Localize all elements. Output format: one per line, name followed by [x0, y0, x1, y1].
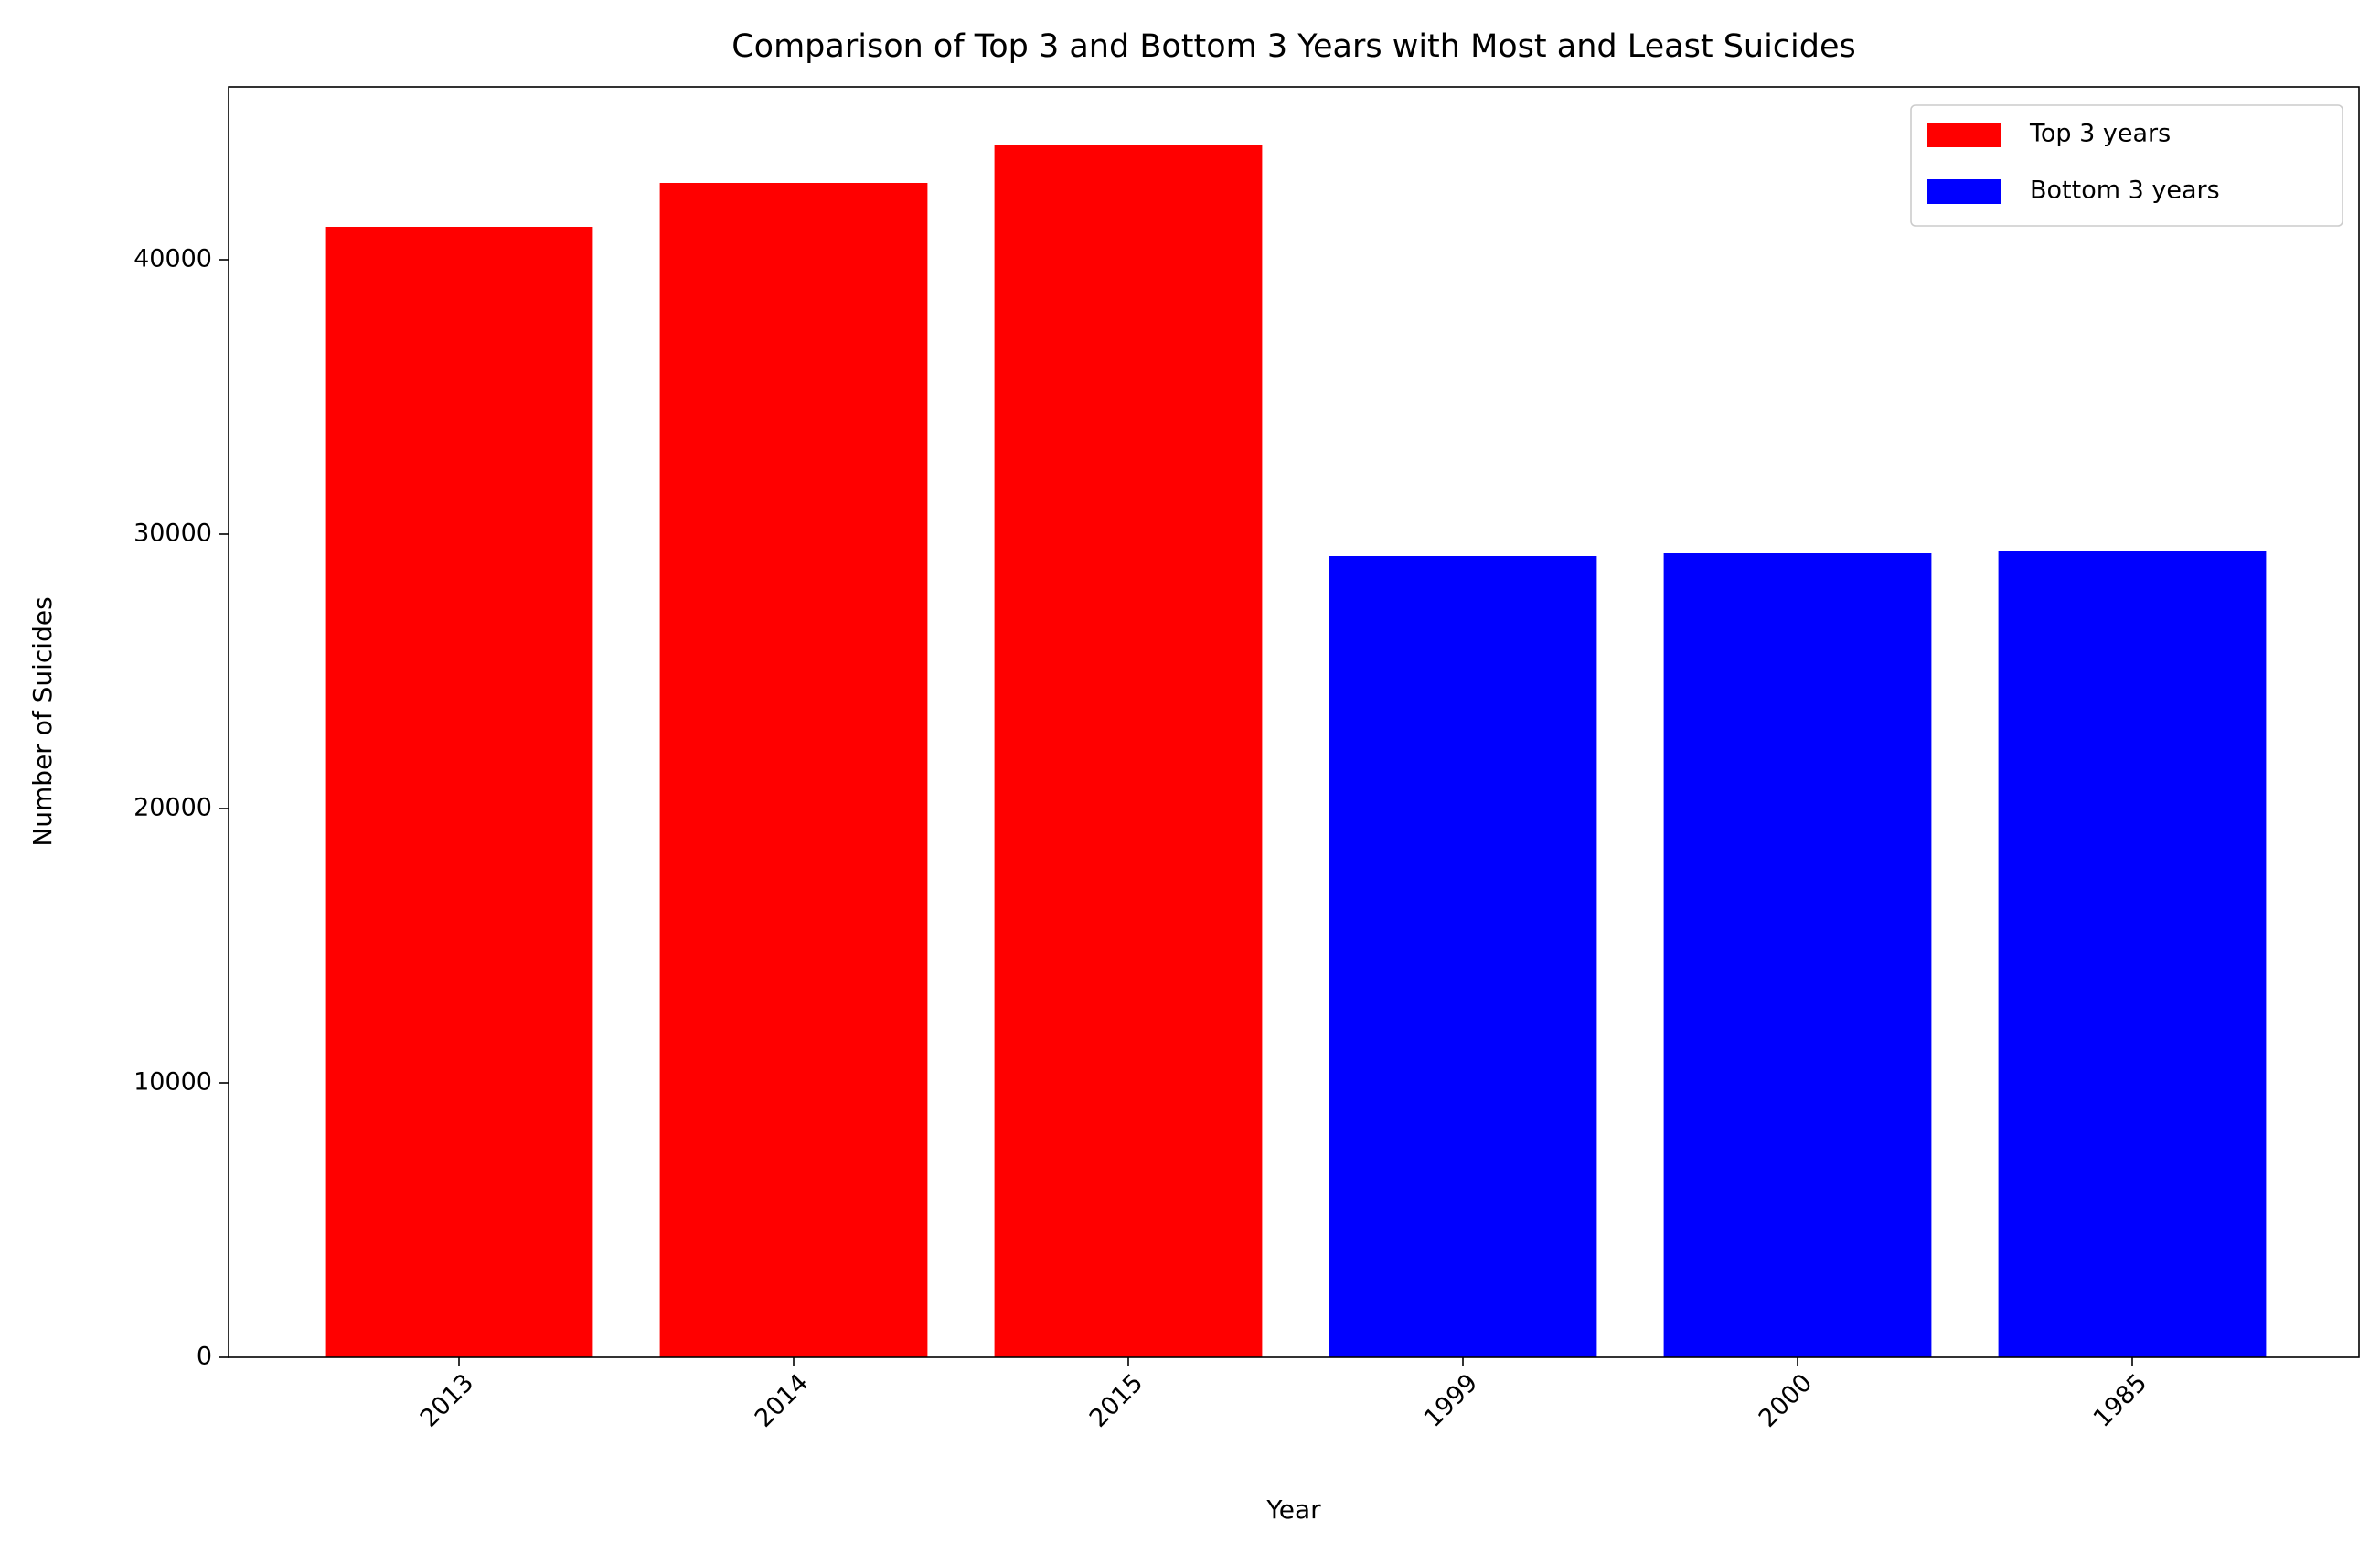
- x-tick-label: 1985: [2088, 1368, 2153, 1433]
- bar: [1998, 551, 2267, 1357]
- y-tick-label: 40000: [133, 245, 212, 273]
- x-tick-label: 2014: [750, 1368, 815, 1433]
- chart-title: Comparison of Top 3 and Bottom 3 Years w…: [731, 28, 1856, 65]
- legend-label: Bottom 3 years: [2030, 177, 2220, 205]
- bar: [994, 145, 1263, 1357]
- y-tick-label: 0: [197, 1343, 212, 1371]
- legend-label: Top 3 years: [2029, 120, 2171, 148]
- x-tick-label: 2000: [1754, 1368, 1819, 1433]
- plot-frame: [228, 86, 2360, 1358]
- x-tick-label: 1999: [1419, 1368, 1484, 1433]
- legend-swatch: [1927, 179, 2001, 204]
- y-tick-label: 30000: [133, 519, 212, 548]
- y-tick-label: 10000: [133, 1068, 212, 1097]
- legend-box: [1910, 104, 2343, 227]
- bar: [1329, 556, 1597, 1357]
- legend-swatch: [1927, 123, 2001, 147]
- bar: [1663, 553, 1932, 1357]
- x-tick-label: 2015: [1084, 1368, 1149, 1433]
- bar: [325, 227, 593, 1357]
- x-axis-label: Year: [1265, 1494, 1321, 1525]
- y-tick-label: 20000: [133, 794, 212, 822]
- y-axis-label: Number of Suicides: [27, 596, 58, 846]
- bar: [659, 183, 928, 1357]
- x-tick-label: 2013: [415, 1368, 480, 1433]
